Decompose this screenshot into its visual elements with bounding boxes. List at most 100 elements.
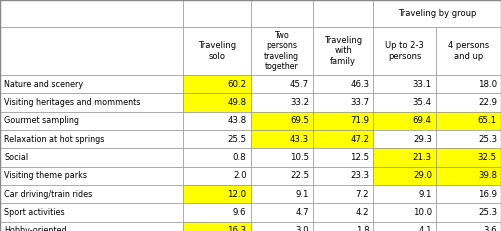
Text: 10.5: 10.5 [290, 153, 309, 162]
Bar [373, 204, 436, 222]
Text: 32.5: 32.5 [478, 153, 497, 162]
Bar [183, 149, 250, 167]
Bar [313, 149, 373, 167]
Text: Traveling by group: Traveling by group [398, 9, 476, 18]
Bar [313, 222, 373, 231]
Text: 4.7: 4.7 [296, 208, 309, 217]
Bar [183, 185, 250, 204]
Bar [436, 222, 501, 231]
Bar [0, 0, 183, 27]
Bar [250, 185, 313, 204]
Bar [436, 130, 501, 149]
Text: 33.7: 33.7 [350, 98, 369, 107]
Bar [373, 167, 436, 185]
Bar [436, 75, 501, 93]
Text: 69.5: 69.5 [290, 116, 309, 125]
Bar [183, 130, 250, 149]
Bar [313, 27, 373, 75]
Bar [250, 167, 313, 185]
Bar [250, 112, 313, 130]
Bar [250, 27, 313, 75]
Text: 47.2: 47.2 [350, 135, 369, 144]
Text: 43.3: 43.3 [290, 135, 309, 144]
Bar [313, 204, 373, 222]
Text: Hobby-oriented: Hobby-oriented [4, 226, 67, 231]
Bar [183, 167, 250, 185]
Bar [250, 222, 313, 231]
Bar [183, 0, 250, 27]
Bar [0, 222, 183, 231]
Text: 18.0: 18.0 [478, 80, 497, 89]
Text: 12.5: 12.5 [350, 153, 369, 162]
Text: 16.3: 16.3 [227, 226, 246, 231]
Text: 33.2: 33.2 [290, 98, 309, 107]
Bar [373, 149, 436, 167]
Bar [183, 93, 250, 112]
Text: Nature and scenery: Nature and scenery [4, 80, 83, 89]
Text: 21.3: 21.3 [413, 153, 432, 162]
Bar [0, 149, 183, 167]
Text: 60.2: 60.2 [227, 80, 246, 89]
Bar [373, 130, 436, 149]
Bar [436, 27, 501, 75]
Text: 25.3: 25.3 [478, 135, 497, 144]
Text: Visiting heritages and momments: Visiting heritages and momments [4, 98, 140, 107]
Text: 1.8: 1.8 [356, 226, 369, 231]
Text: 3.6: 3.6 [483, 226, 497, 231]
Text: 65.1: 65.1 [478, 116, 497, 125]
Bar [0, 112, 183, 130]
Text: 9.1: 9.1 [418, 190, 432, 199]
Text: Gourmet sampling: Gourmet sampling [4, 116, 79, 125]
Bar [313, 185, 373, 204]
Text: Sport activities: Sport activities [4, 208, 65, 217]
Bar [313, 75, 373, 93]
Text: 33.1: 33.1 [413, 80, 432, 89]
Text: 46.3: 46.3 [350, 80, 369, 89]
Text: 69.4: 69.4 [413, 116, 432, 125]
Text: Social: Social [4, 153, 28, 162]
Bar [0, 130, 183, 149]
Bar [250, 130, 313, 149]
Bar [436, 93, 501, 112]
Text: Car driving/train rides: Car driving/train rides [4, 190, 92, 199]
Text: Relaxation at hot springs: Relaxation at hot springs [4, 135, 104, 144]
Text: Traveling
with
family: Traveling with family [324, 36, 362, 66]
Text: Up to 2-3
persons: Up to 2-3 persons [385, 41, 424, 61]
Bar [436, 204, 501, 222]
Text: Traveling
solo: Traveling solo [197, 41, 236, 61]
Bar [436, 112, 501, 130]
Text: 29.3: 29.3 [413, 135, 432, 144]
Bar [436, 185, 501, 204]
Bar [250, 93, 313, 112]
Text: 4.1: 4.1 [418, 226, 432, 231]
Bar [373, 93, 436, 112]
Bar [0, 75, 183, 93]
Text: 29.0: 29.0 [413, 171, 432, 180]
Bar [0, 27, 183, 75]
Bar [313, 167, 373, 185]
Bar [373, 112, 436, 130]
Bar [183, 222, 250, 231]
Text: 12.0: 12.0 [227, 190, 246, 199]
Bar [250, 204, 313, 222]
Bar [183, 112, 250, 130]
Text: 2.0: 2.0 [233, 171, 246, 180]
Text: 45.7: 45.7 [290, 80, 309, 89]
Bar [373, 185, 436, 204]
Text: 25.5: 25.5 [227, 135, 246, 144]
Bar [313, 93, 373, 112]
Bar [436, 167, 501, 185]
Text: Visiting theme parks: Visiting theme parks [4, 171, 87, 180]
Text: 0.8: 0.8 [233, 153, 246, 162]
Bar [313, 130, 373, 149]
Bar [373, 75, 436, 93]
Text: 25.3: 25.3 [478, 208, 497, 217]
Bar [0, 167, 183, 185]
Text: 43.8: 43.8 [227, 116, 246, 125]
Bar [250, 149, 313, 167]
Text: 10.0: 10.0 [413, 208, 432, 217]
Bar [0, 204, 183, 222]
Bar [373, 0, 501, 27]
Text: 3.0: 3.0 [296, 226, 309, 231]
Bar [183, 75, 250, 93]
